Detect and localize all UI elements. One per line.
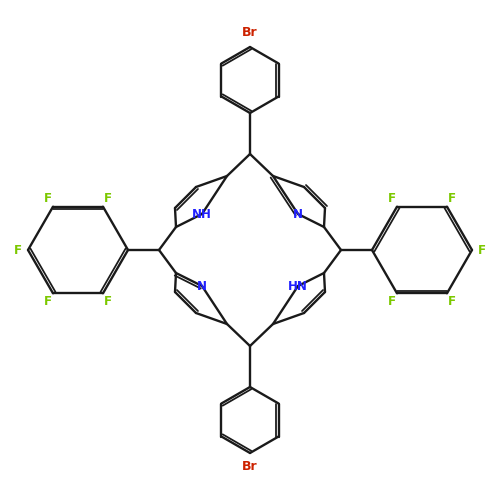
- Text: N: N: [293, 208, 303, 220]
- Text: F: F: [104, 192, 112, 204]
- Text: F: F: [478, 244, 486, 256]
- Text: F: F: [14, 244, 22, 256]
- Text: F: F: [44, 192, 52, 204]
- Text: NH: NH: [192, 208, 212, 220]
- Text: N: N: [197, 280, 207, 292]
- Text: F: F: [44, 296, 52, 308]
- Text: F: F: [448, 192, 456, 204]
- Text: HN: HN: [288, 280, 308, 292]
- Text: F: F: [388, 192, 396, 204]
- Text: F: F: [448, 296, 456, 308]
- Text: F: F: [104, 296, 112, 308]
- Text: Br: Br: [242, 460, 258, 473]
- Text: Br: Br: [242, 26, 258, 40]
- Text: F: F: [388, 296, 396, 308]
